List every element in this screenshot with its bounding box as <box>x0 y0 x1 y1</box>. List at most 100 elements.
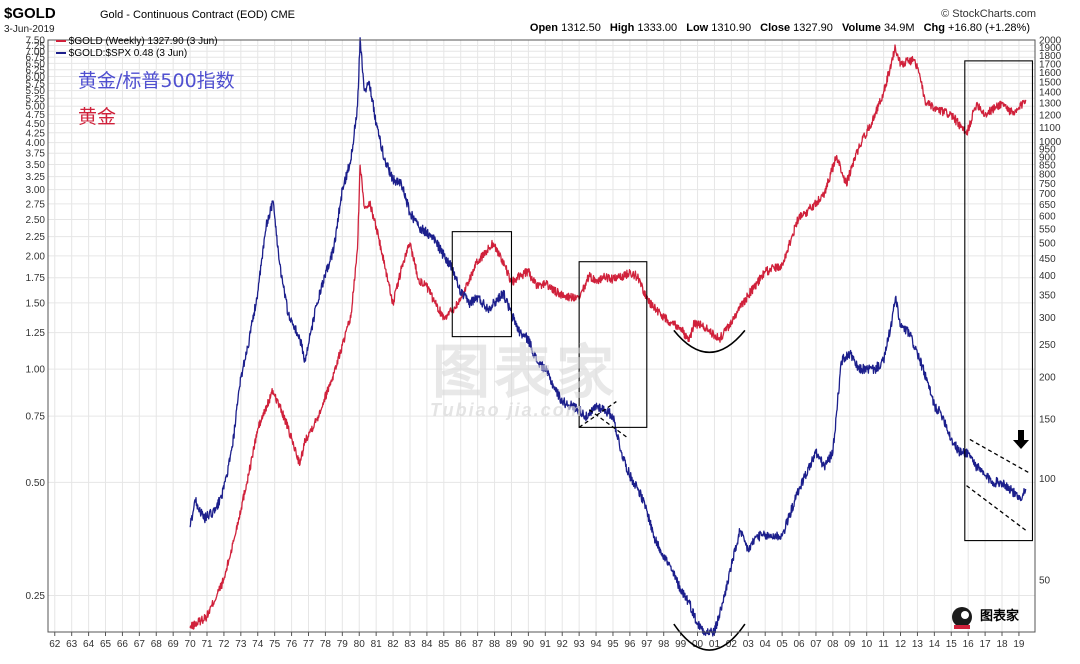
y-left-tick-label: 2.50 <box>26 215 46 226</box>
y-left-tick-label: 7.00 <box>26 47 46 58</box>
grid-lines <box>48 39 1035 632</box>
y-left-tick-label: 4.00 <box>26 138 46 149</box>
trend-line <box>588 409 627 438</box>
legend-ratio-label: $GOLD:$SPX 0.48 (3 Jun) <box>68 48 188 59</box>
y-left-tick-label: 0.50 <box>26 478 46 489</box>
y-left-tick-label: 1.75 <box>26 273 46 284</box>
x-tick-label: 64 <box>83 639 95 650</box>
y-left-tick-label: 6.50 <box>26 59 46 70</box>
ohlc-value-close: 1327.90 <box>793 22 836 34</box>
x-tick-label: 78 <box>320 639 332 650</box>
x-tick-label: 65 <box>100 639 112 650</box>
plot-frame <box>47 39 1036 633</box>
x-tick-label: 16 <box>963 639 975 650</box>
y-right-tick-label: 450 <box>1039 254 1056 265</box>
x-tick-label: 94 <box>590 639 602 650</box>
down-arrow-icon <box>1013 430 1029 449</box>
x-tick-label: 04 <box>760 639 772 650</box>
x-tick-label: 81 <box>371 639 383 650</box>
y-left-tick-label: 2.00 <box>26 251 46 262</box>
annotation-ratio-label: 黄金/标普500指数 <box>78 70 235 92</box>
credit: © StockCharts.com <box>941 8 1036 20</box>
y-right-tick-label: 1700 <box>1039 59 1062 70</box>
y-left-tick-label: 7.50 <box>26 36 46 47</box>
y-left-tick-label: 0.75 <box>26 412 46 423</box>
x-tick-label: 67 <box>134 639 146 650</box>
y-right-tick-label: 700 <box>1039 189 1056 200</box>
y-left-tick-label: 5.00 <box>26 102 46 113</box>
y-left-tick-label: 0.25 <box>26 591 46 602</box>
description: Gold - Continuous Contract (EOD) CME <box>100 9 295 21</box>
x-tick-label: 63 <box>66 639 78 650</box>
chart-date: 3-Jun-2019 <box>4 24 55 35</box>
y-right-tick-label: 1300 <box>1039 99 1062 110</box>
y-right-tick-label: 900 <box>1039 152 1056 163</box>
y-right-tick-label: 300 <box>1039 313 1056 324</box>
x-tick-label: 12 <box>895 639 907 650</box>
y-right-tick-label: 750 <box>1039 179 1056 190</box>
y-left-tick-label: 4.25 <box>26 128 46 139</box>
y-right-tick-label: 1000 <box>1039 137 1062 148</box>
y-left-tick-label: 6.00 <box>26 72 46 83</box>
y-right-tick-label: 1600 <box>1039 68 1062 79</box>
y-right-tick-label: 50 <box>1039 575 1051 586</box>
y-left-tick-label: 4.75 <box>26 110 46 121</box>
annotation-overlays <box>451 60 1034 651</box>
x-tick-label: 72 <box>218 639 230 650</box>
x-tick-label: 01 <box>709 639 721 650</box>
y-right-tick-label: 250 <box>1039 340 1056 351</box>
x-tick-label: 79 <box>337 639 349 650</box>
y-right-tick-label: 600 <box>1039 212 1056 223</box>
x-tick-label: 91 <box>540 639 552 650</box>
x-tick-label: 62 <box>49 639 61 650</box>
exchange: CME <box>270 9 296 21</box>
highlight-box <box>451 231 513 338</box>
y-right-tick-label: 1900 <box>1039 43 1062 54</box>
y-left-tick-label: 1.00 <box>26 365 46 376</box>
x-tick-label: 87 <box>472 639 484 650</box>
ohlc-label-chg: Chg <box>923 22 949 34</box>
x-tick-label: 76 <box>286 639 298 650</box>
series-line-gold <box>189 44 1027 630</box>
watermark-cn: 图表家 <box>432 338 619 406</box>
brand-logo-text: 图表家 <box>980 609 1020 624</box>
series-line-ratio <box>189 37 1027 637</box>
annotation-gold-label: 黄金 <box>78 106 117 128</box>
x-tick-label: 15 <box>946 639 958 650</box>
x-tick-label: 13 <box>912 639 924 650</box>
x-tick-label: 96 <box>624 639 636 650</box>
y-right-tick-label: 850 <box>1039 161 1056 172</box>
y-right-tick-label: 950 <box>1039 144 1056 155</box>
contract-description: Gold - Continuous Contract (EOD) <box>100 9 268 21</box>
y-right-tick-label: 1400 <box>1039 88 1062 99</box>
x-tick-label: 05 <box>777 639 789 650</box>
bottom-arc <box>673 623 746 651</box>
y-right-tick-label: 800 <box>1039 170 1056 181</box>
x-tick-label: 97 <box>641 639 653 650</box>
y-left-tick-label: 1.25 <box>26 328 46 339</box>
symbol: $GOLD <box>4 5 56 22</box>
brand-logo-icon <box>952 607 972 629</box>
legend-gold-swatch <box>56 40 66 43</box>
x-tick-label: 03 <box>743 639 755 650</box>
legend-gold-label: $GOLD (Weekly) 1327.90 (3 Jun) <box>68 36 218 47</box>
x-tick-label: 84 <box>421 639 433 650</box>
series-lines <box>189 37 1027 637</box>
x-tick-label: 66 <box>117 639 129 650</box>
ohlc-value-open: 1312.50 <box>561 22 604 34</box>
highlight-box <box>964 60 1034 542</box>
x-tick-label: 73 <box>235 639 247 650</box>
x-tick-label: 69 <box>168 639 180 650</box>
x-tick-label: 92 <box>557 639 569 650</box>
y-left-tick-label: 3.50 <box>26 160 46 171</box>
x-tick-label: 10 <box>861 639 873 650</box>
x-tick-label: 89 <box>506 639 518 650</box>
y-left-tick-label: 1.50 <box>26 298 46 309</box>
ohlc-value-high: 1333.00 <box>637 22 681 34</box>
x-tick-label: 93 <box>574 639 586 650</box>
x-tick-label: 02 <box>726 639 738 650</box>
x-axis: 62 63 64 65 66 67 68 69 70 71 72 73 74 75 76 77 78 79 80 81… <box>49 632 1025 650</box>
ohlc-label-close: Close <box>760 22 794 34</box>
x-tick-label: 07 <box>810 639 822 650</box>
y-axis-left: 7.507.257.006.756.506.256.005.755.505.25… <box>26 36 46 603</box>
